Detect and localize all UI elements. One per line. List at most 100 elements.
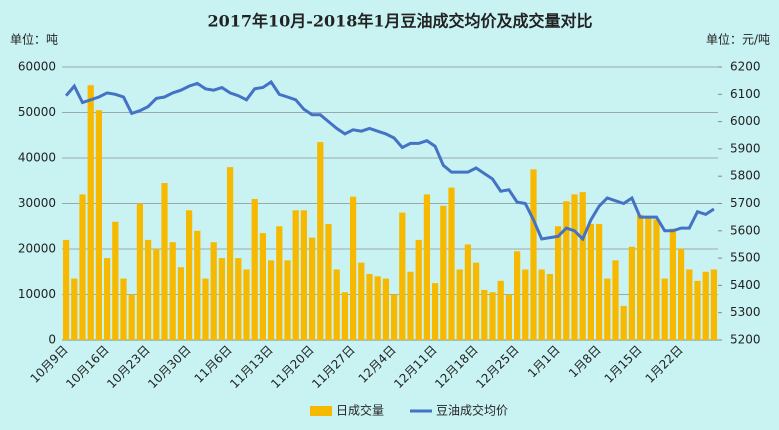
legend-label: 日成交量 (336, 403, 384, 418)
bar (399, 212, 406, 340)
bar (702, 271, 709, 340)
bar (349, 196, 357, 340)
bar (284, 260, 291, 340)
bar (636, 214, 644, 340)
y2-tick-label: 5700 (730, 196, 761, 210)
y-tick-label: 50000 (18, 105, 56, 119)
bar (645, 217, 652, 340)
bar (120, 278, 127, 340)
y2-unit: 单位：元/吨 (706, 32, 770, 47)
bar (456, 269, 463, 340)
x-tick-label: 12月25日 (473, 343, 521, 391)
bar (103, 258, 111, 340)
bar (423, 194, 431, 340)
x-tick-label: 12月18日 (432, 343, 480, 391)
y-tick-label: 0 (48, 333, 56, 347)
bar (407, 271, 414, 340)
y2-tick-label: 5800 (730, 169, 761, 183)
bar (251, 198, 258, 340)
bar (612, 260, 619, 340)
bar (366, 274, 373, 340)
x-tick-label: 1月15日 (602, 343, 645, 386)
bar (169, 242, 176, 340)
bar (341, 292, 349, 340)
bar (669, 228, 677, 340)
bar (128, 294, 135, 340)
y-unit: 单位：吨 (10, 32, 58, 47)
bar (554, 226, 562, 340)
y-tick-label: 30000 (18, 196, 56, 210)
bar (604, 278, 611, 340)
y-tick-label: 10000 (18, 287, 56, 301)
bar (677, 249, 685, 340)
bar (686, 269, 693, 340)
x-tick-label: 11月20日 (268, 343, 316, 391)
bar (112, 221, 119, 340)
bar (513, 251, 521, 340)
bar (71, 278, 78, 340)
bar (144, 239, 152, 340)
x-tick-label: 1月22日 (643, 343, 686, 386)
y2-tick-label: 6000 (730, 114, 761, 128)
bar (489, 292, 496, 340)
y-tick-label: 20000 (18, 242, 56, 256)
y2-tick-label: 6200 (730, 60, 761, 74)
bar (530, 169, 537, 340)
bar (431, 283, 439, 340)
bar (161, 183, 168, 340)
bar (505, 294, 513, 340)
bar (79, 194, 86, 340)
bar (87, 85, 94, 340)
bar (292, 210, 299, 340)
bar (177, 267, 185, 340)
x-tick-label: 10月30日 (145, 343, 193, 391)
bar (267, 260, 275, 340)
bar (563, 201, 570, 340)
bar (415, 239, 422, 340)
bar (194, 230, 201, 340)
bar (579, 192, 586, 340)
bar (653, 219, 660, 340)
y2-tick-label: 5300 (730, 305, 761, 319)
bar (587, 223, 595, 340)
bar (210, 242, 217, 340)
bar (358, 262, 365, 340)
bar (333, 269, 340, 340)
price-line (64, 79, 715, 242)
bar (226, 167, 234, 340)
bar (464, 244, 472, 340)
bar (185, 210, 193, 340)
bar (374, 276, 381, 340)
bar (661, 278, 668, 340)
bar (546, 274, 554, 340)
y2-tick-label: 5400 (730, 278, 761, 292)
bar (276, 226, 283, 340)
y-tick-label: 60000 (18, 60, 56, 74)
y2-tick-label: 5900 (730, 141, 761, 155)
legend-label: 豆油成交均价 (436, 403, 508, 418)
bar (472, 262, 480, 340)
bar (620, 305, 627, 340)
chart-title: 2017年10月-2018年1月豆油成交均价及成交量对比 (207, 12, 592, 31)
bar (522, 269, 529, 340)
bar (308, 237, 316, 340)
bar (202, 278, 209, 340)
bar (325, 223, 332, 340)
bar (136, 203, 144, 340)
y2-tick-label: 5600 (730, 223, 761, 237)
bar (317, 142, 324, 340)
x-tick-label: 1月1日 (525, 343, 563, 381)
x-tick-label: 11月13日 (227, 343, 275, 391)
bar (62, 239, 70, 340)
bar (595, 223, 603, 340)
bar (218, 258, 226, 340)
x-tick-label: 11月27日 (309, 343, 357, 391)
bar (497, 280, 504, 340)
bar (153, 249, 160, 340)
x-tick-label: 1月8日 (566, 343, 604, 381)
bar (440, 205, 447, 340)
bar (382, 278, 390, 340)
bar (710, 269, 718, 340)
bar (694, 280, 701, 340)
